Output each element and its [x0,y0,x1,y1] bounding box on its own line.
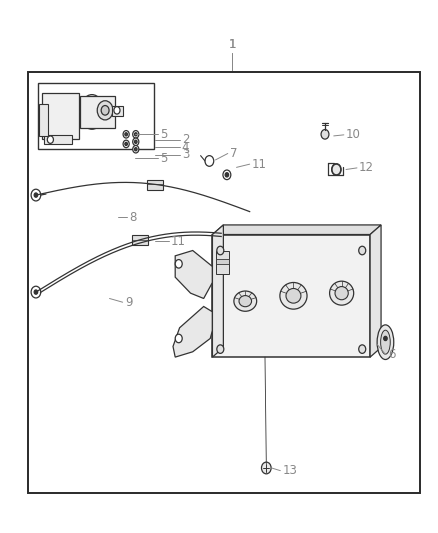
Text: 5: 5 [160,128,167,141]
Circle shape [134,133,137,136]
Ellipse shape [335,287,348,300]
Circle shape [133,131,139,138]
Ellipse shape [286,288,301,303]
Text: 8: 8 [129,211,137,224]
Circle shape [114,107,120,114]
Circle shape [125,142,127,146]
Ellipse shape [377,325,394,359]
Text: 6: 6 [388,348,395,361]
Ellipse shape [280,282,307,309]
Bar [147,180,163,190]
Bar [42,93,79,139]
Bar [38,83,154,149]
Circle shape [125,133,127,136]
Bar [132,236,148,245]
Circle shape [34,193,38,197]
Circle shape [223,170,231,180]
Text: 5: 5 [160,152,167,165]
Bar [216,259,229,264]
Polygon shape [370,225,381,357]
Circle shape [47,136,53,143]
Circle shape [217,345,224,353]
Text: 1: 1 [228,38,236,51]
Ellipse shape [234,291,257,311]
Circle shape [31,189,41,201]
Circle shape [384,336,387,341]
Ellipse shape [239,296,251,306]
Circle shape [101,106,109,115]
Circle shape [133,146,139,153]
Polygon shape [212,225,223,357]
Circle shape [34,290,38,294]
Circle shape [31,286,41,298]
Polygon shape [173,306,212,357]
Text: 7: 7 [230,147,237,160]
Circle shape [123,131,129,138]
Bar [28,72,420,493]
Ellipse shape [329,281,354,305]
Circle shape [332,164,341,175]
Circle shape [217,246,224,255]
Bar [44,135,72,144]
Circle shape [205,156,214,166]
Circle shape [97,101,113,120]
Circle shape [134,148,137,151]
Bar [39,104,48,136]
Text: 11: 11 [171,235,186,248]
Circle shape [359,246,366,255]
Ellipse shape [381,330,390,354]
Circle shape [261,462,271,474]
Bar [216,251,229,274]
Circle shape [175,334,182,343]
Text: 13: 13 [283,464,297,477]
Ellipse shape [80,95,104,130]
Circle shape [359,345,366,353]
Text: 12: 12 [359,161,374,174]
Text: 11: 11 [252,158,267,171]
Text: 4: 4 [182,141,189,154]
Text: 3: 3 [182,148,189,161]
Circle shape [123,140,129,148]
Bar [80,96,115,128]
Circle shape [175,260,182,268]
Text: 9: 9 [125,296,132,309]
Polygon shape [212,225,381,235]
Text: 2: 2 [182,133,189,146]
Text: 1: 1 [228,38,236,51]
Bar [212,235,370,357]
Bar [112,106,123,116]
Text: 10: 10 [346,128,361,141]
Circle shape [134,140,137,143]
Circle shape [321,130,329,139]
Circle shape [133,138,139,146]
Polygon shape [175,251,212,298]
Circle shape [225,173,229,177]
